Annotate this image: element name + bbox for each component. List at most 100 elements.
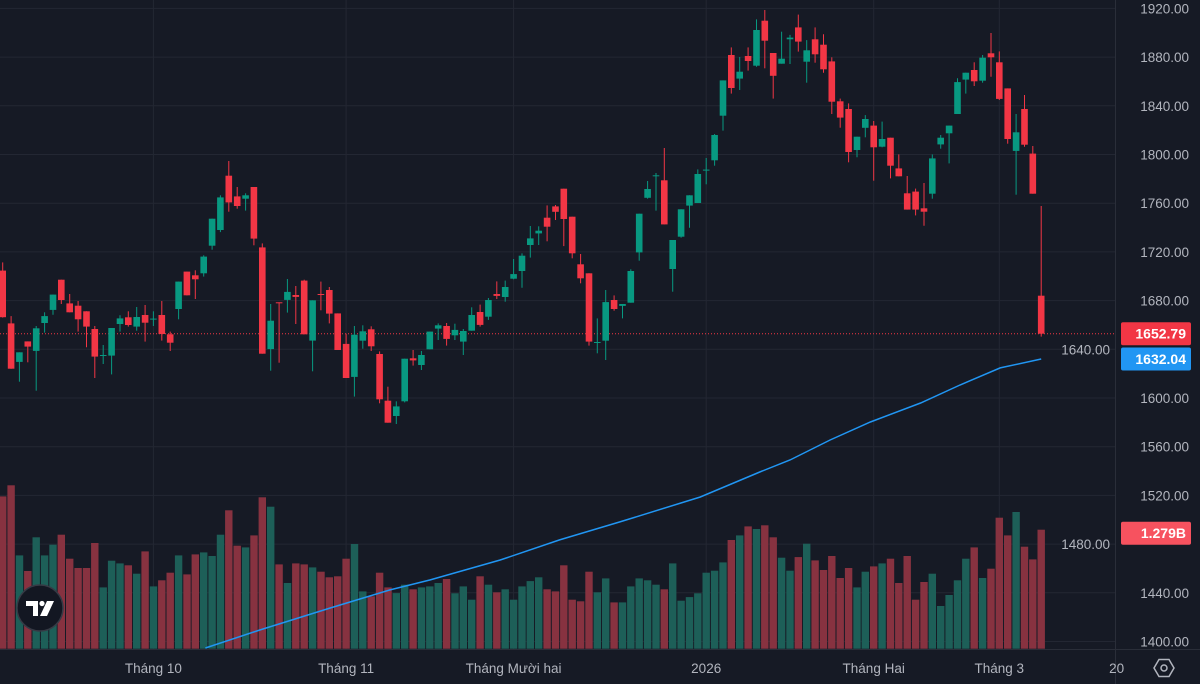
last-volume-tag-box (1121, 521, 1191, 545)
candle-body (91, 329, 99, 357)
candle-body (58, 279, 65, 300)
candle (1029, 146, 1037, 194)
settings-center-shape (1160, 664, 1168, 672)
price-axis[interactable]: 1920.00 1880.00 1840.00 1800.00 1760.00 1720.… (1061, 1, 1189, 649)
candle (225, 161, 233, 212)
candle-body (644, 189, 651, 198)
candle-body (820, 44, 827, 70)
time-axis[interactable]: Tháng 10 Tháng 11 Tháng Mười hai 2026 Tháng … (125, 661, 1124, 676)
candle-body (141, 315, 149, 323)
candle (208, 218, 216, 250)
volume-bar (685, 597, 694, 649)
candle-body (384, 400, 392, 423)
candle-body (342, 343, 350, 378)
volume-bar (1012, 512, 1020, 649)
volume-bar (367, 596, 375, 649)
candle (83, 311, 90, 348)
candle (166, 331, 174, 351)
candle-body (158, 315, 166, 334)
candle (769, 53, 777, 99)
candle (560, 188, 568, 247)
volume-bar (928, 573, 936, 649)
candle (125, 311, 132, 327)
candle-body (543, 217, 551, 227)
volume-bar (426, 586, 434, 649)
candle (711, 134, 718, 166)
candle-body (652, 175, 660, 177)
candle (58, 279, 65, 304)
volume-bar (786, 570, 794, 649)
candle (853, 136, 861, 158)
candle-body (1004, 88, 1011, 139)
candle-body (401, 358, 408, 402)
candle-body (753, 30, 760, 66)
volume-bar (627, 586, 635, 649)
price-tick-label: 1440.00 (1140, 586, 1189, 601)
volume-bar (727, 540, 735, 649)
volume-bar (409, 589, 417, 649)
candle (744, 47, 752, 71)
volume-bar (551, 591, 560, 649)
candle-body (686, 195, 693, 206)
candle-body (619, 304, 626, 306)
candle (233, 187, 241, 209)
candle-body (284, 291, 291, 300)
candle-body (376, 354, 383, 400)
moving-average-tag-box (1121, 347, 1191, 371)
candle-body (937, 137, 944, 145)
candle (862, 115, 869, 138)
candle-body (334, 313, 341, 350)
candle (74, 301, 82, 332)
candle (342, 333, 350, 378)
volume-bar (0, 496, 7, 649)
volume-bar (803, 543, 811, 649)
candle (41, 312, 48, 333)
candle (192, 270, 199, 299)
settings-icon[interactable] (1153, 658, 1175, 678)
candle-body (510, 274, 517, 279)
candle (686, 195, 693, 228)
volume-bar (350, 544, 359, 649)
candle (929, 154, 936, 199)
volume-bar (7, 485, 15, 649)
candle-body (317, 294, 325, 295)
candle-body (862, 119, 869, 128)
candle-body (267, 320, 274, 350)
volume-bar (216, 534, 225, 649)
price-tick-label: 1600.00 (1140, 391, 1189, 406)
candle (669, 240, 676, 292)
candle-body (920, 208, 928, 212)
candle-body (1012, 132, 1020, 151)
candle (300, 279, 308, 335)
candle (677, 209, 685, 238)
candle-body (426, 331, 434, 350)
candle-body (367, 329, 375, 347)
candle (351, 326, 358, 397)
volume-bar (283, 583, 292, 649)
candle-body (485, 300, 492, 317)
volume-bar (987, 568, 995, 649)
price-tick-label: 1800.00 (1140, 148, 1189, 163)
candle-body (527, 238, 534, 245)
candle (979, 55, 986, 83)
logo-circle (16, 584, 64, 632)
volume-bar (250, 535, 258, 649)
volume-bar (459, 586, 467, 649)
price-tick-label: 1920.00 (1140, 1, 1189, 16)
logo-v-mark (40, 601, 54, 616)
candle (259, 243, 266, 354)
volume-bar (995, 517, 1003, 649)
volume-bar (761, 525, 769, 649)
candle-body (166, 334, 174, 343)
candle-body (661, 180, 668, 225)
volume-bar (91, 543, 99, 649)
logo-dot-mark (39, 600, 45, 607)
tradingview-logo[interactable] (16, 584, 64, 632)
candle-body (702, 169, 710, 171)
candle (627, 269, 635, 303)
last-price-tag: 1652.79 (1135, 326, 1186, 342)
candle-body (83, 311, 90, 327)
candle (267, 304, 274, 371)
volume-bar (484, 584, 493, 649)
